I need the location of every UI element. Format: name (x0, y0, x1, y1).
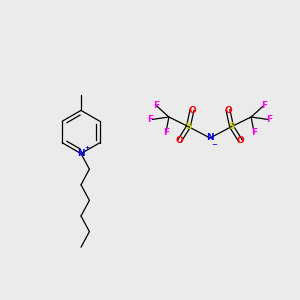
Text: F: F (148, 115, 154, 124)
Text: O: O (224, 106, 232, 115)
Text: O: O (188, 106, 196, 115)
Text: O: O (237, 136, 244, 146)
Text: N: N (206, 134, 214, 142)
Text: F: F (251, 128, 257, 137)
Text: N: N (77, 149, 85, 158)
Text: +: + (85, 145, 90, 150)
Text: S: S (185, 122, 192, 131)
Text: F: F (266, 115, 272, 124)
Text: −: − (211, 142, 217, 148)
Text: O: O (176, 136, 183, 146)
Text: F: F (153, 101, 159, 110)
Text: S: S (228, 122, 235, 131)
Text: F: F (261, 101, 267, 110)
Text: F: F (163, 128, 169, 137)
